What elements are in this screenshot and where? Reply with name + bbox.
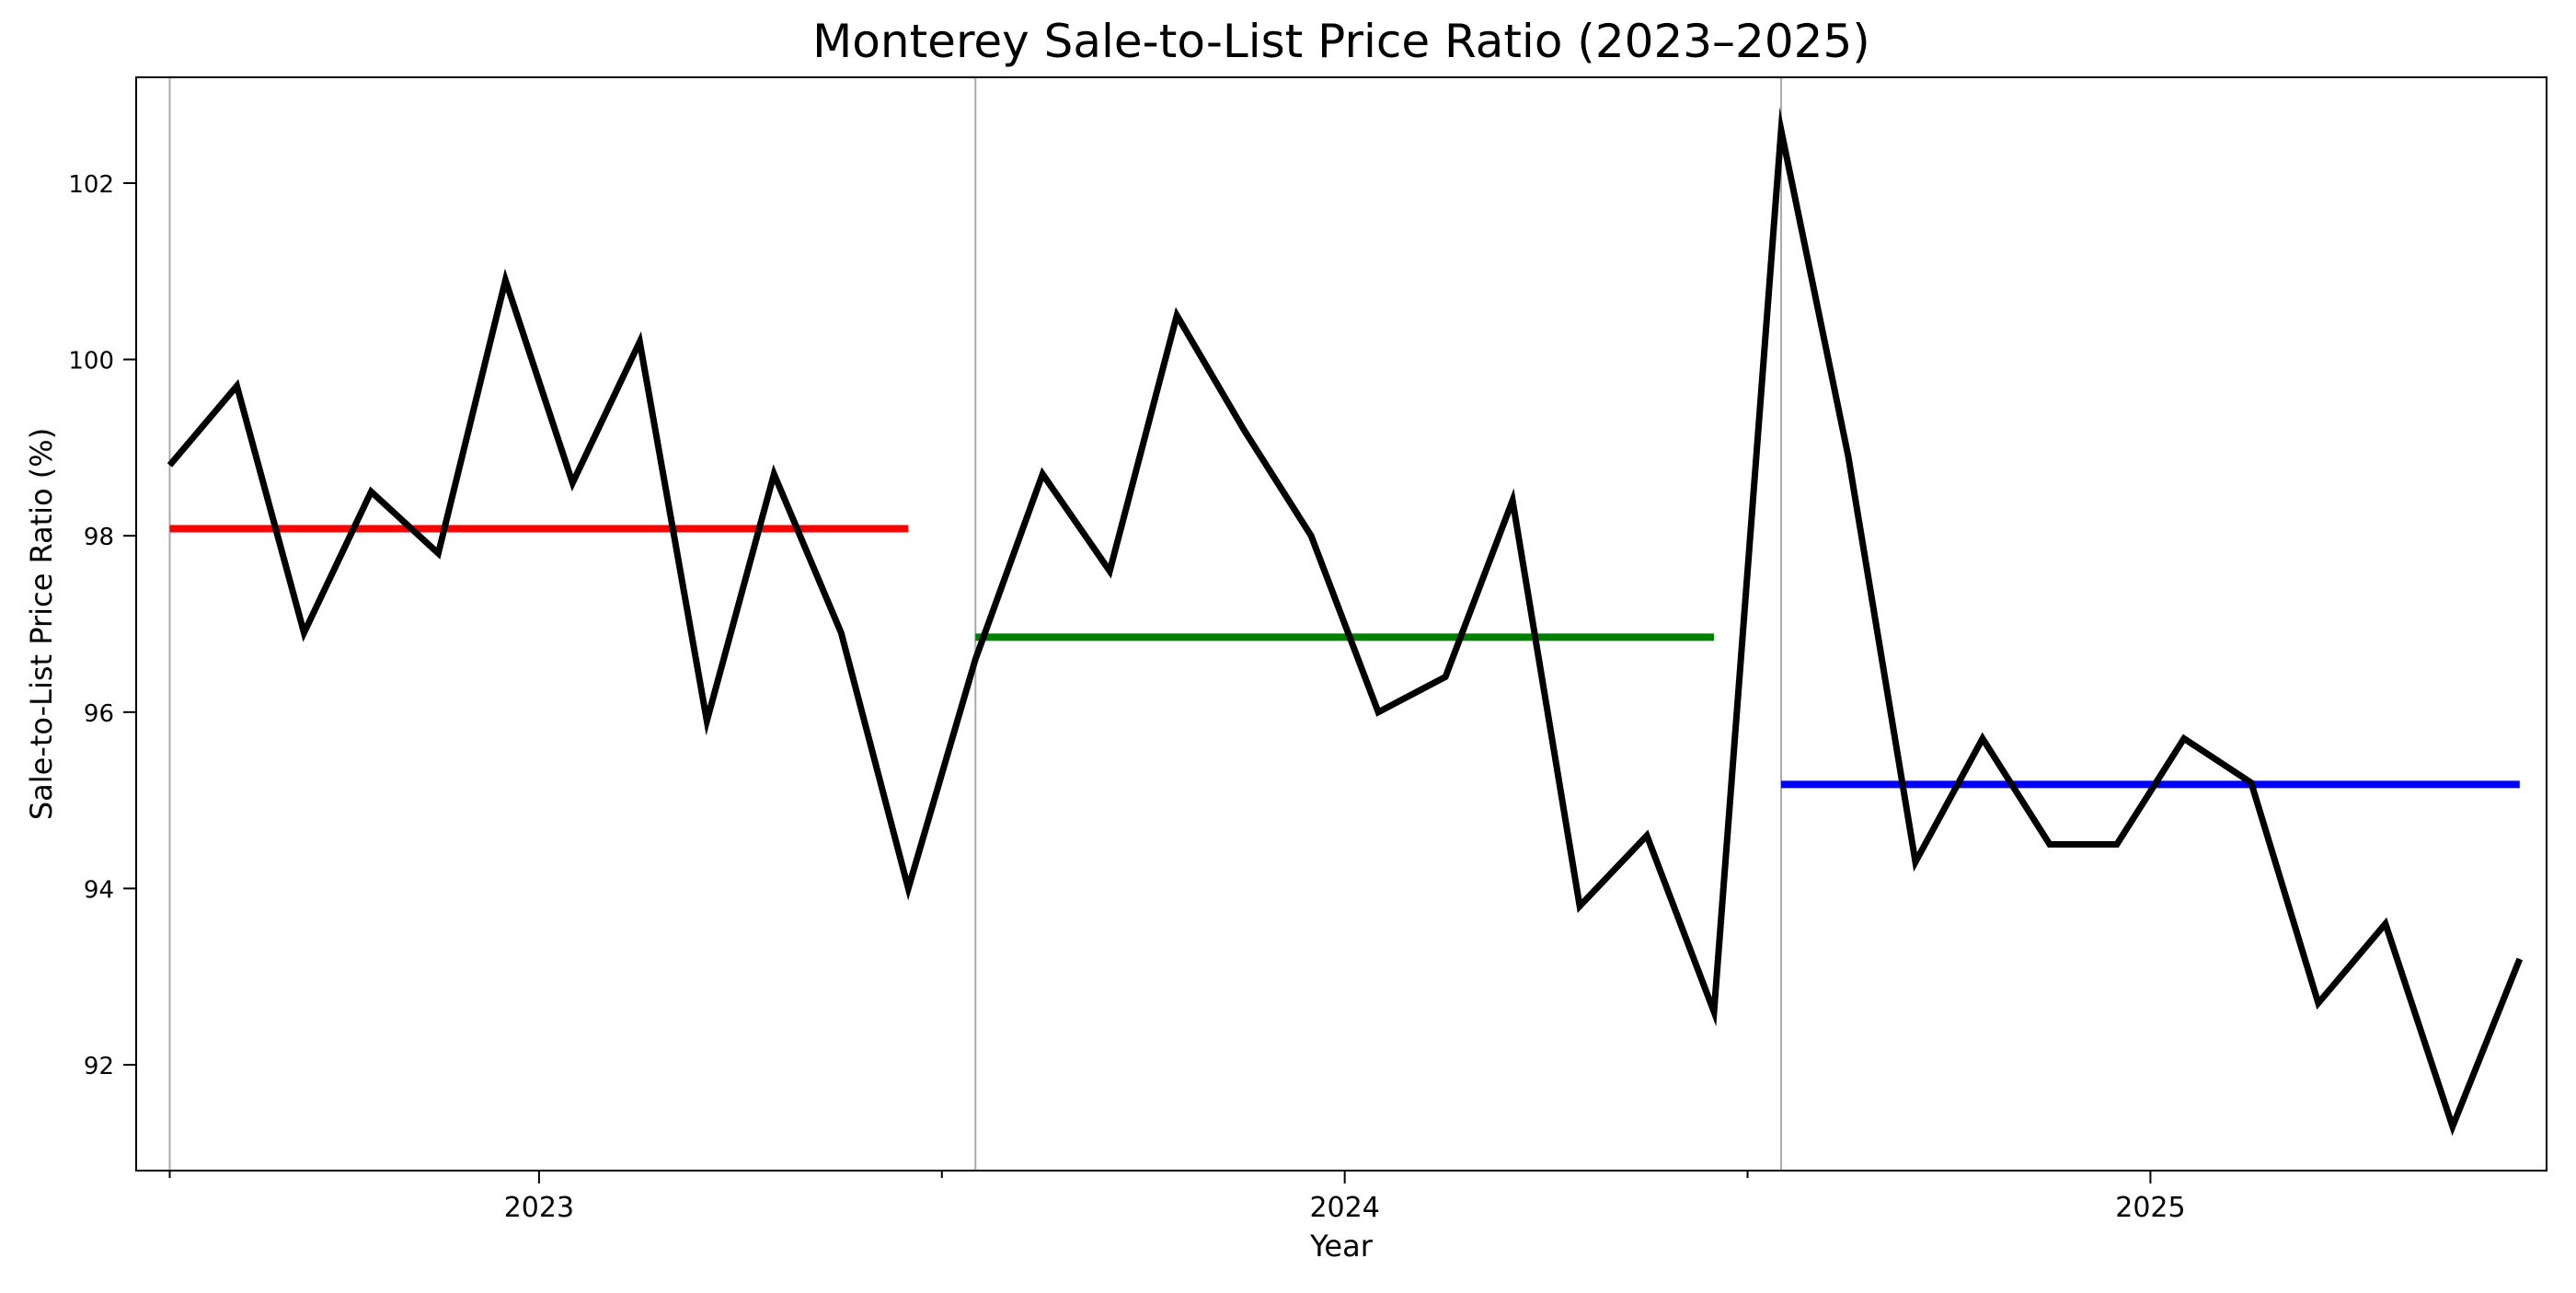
- data-point: [1176, 315, 1178, 317]
- data-point: [370, 491, 372, 492]
- data-point: [1041, 473, 1043, 475]
- data-point: [168, 465, 170, 467]
- plot-frame: [135, 76, 2547, 1172]
- data-point: [2317, 1002, 2319, 1004]
- data-point: [1780, 129, 1782, 131]
- x-tick-label: 2024: [1309, 1192, 1379, 1224]
- x-axis: 2023 2024 2025: [168, 1171, 2186, 1224]
- data-point: [2049, 844, 2051, 846]
- data-point: [1243, 429, 1245, 431]
- data-point: [571, 482, 573, 484]
- series-line: [167, 107, 2524, 1137]
- y-tick-label: 94: [84, 876, 114, 904]
- x-tick-label: 2025: [2115, 1192, 2185, 1224]
- data-point: [840, 632, 842, 634]
- data-point: [437, 552, 439, 554]
- y-tick-label: 100: [68, 348, 114, 375]
- y-tick-label: 96: [84, 700, 114, 728]
- data-point: [1646, 835, 1648, 837]
- data-point: [1377, 711, 1379, 713]
- data-point: [2250, 781, 2252, 783]
- data-point: [1982, 738, 1984, 740]
- y-axis-label: Sale-to-List Price Ratio (%): [24, 428, 59, 820]
- y-axis: 92 94 96 98 100 102: [68, 171, 136, 1080]
- x-tick-label: 2023: [504, 1192, 574, 1224]
- data-point: [1713, 1011, 1715, 1013]
- y-tick-label: 92: [84, 1053, 114, 1080]
- data-point: [2183, 738, 2185, 740]
- data-point: [974, 658, 976, 660]
- data-point: [773, 473, 775, 475]
- y-tick-label: 102: [68, 171, 114, 199]
- data-point: [907, 887, 909, 889]
- annual-mean-lines: [169, 525, 2520, 789]
- data-point: [1512, 500, 1513, 502]
- data-point: [2116, 844, 2118, 846]
- x-axis-label: Year: [1309, 1229, 1374, 1264]
- data-point: [303, 632, 305, 634]
- data-point: [1310, 535, 1312, 537]
- data-point: [504, 279, 506, 281]
- data-point: [2385, 923, 2386, 925]
- data-point: [2452, 1126, 2454, 1127]
- data-point: [1444, 675, 1446, 677]
- y-tick-label: 98: [84, 524, 114, 551]
- data-point: [236, 385, 237, 387]
- year-boundary-lines: [168, 77, 1783, 1171]
- data-point: [638, 341, 640, 342]
- series-lines: [167, 107, 2524, 1137]
- data-point: [2519, 958, 2521, 960]
- chart-title: Monterey Sale-to-List Price Ratio (2023–…: [812, 15, 1870, 68]
